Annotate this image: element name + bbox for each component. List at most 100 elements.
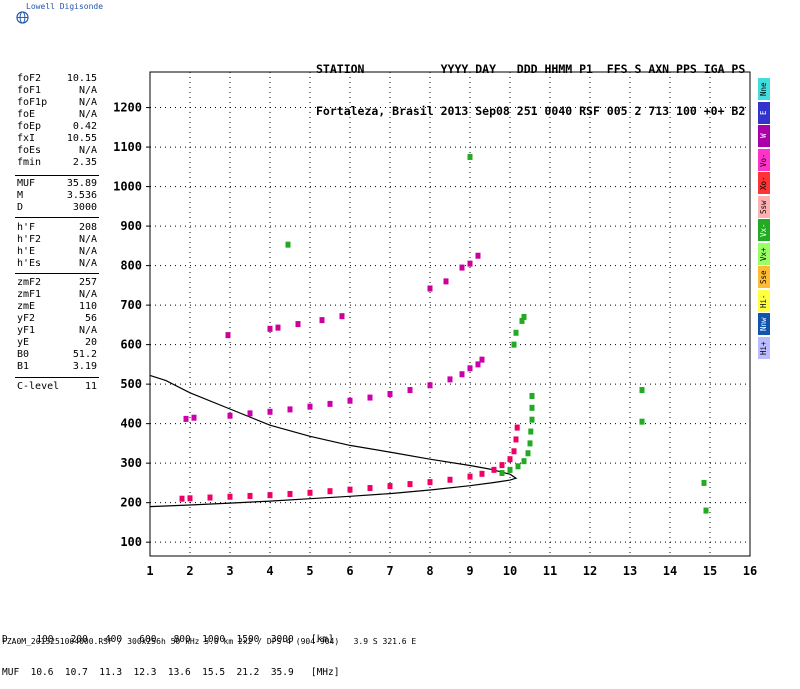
legend-nne: Nne xyxy=(758,78,770,100)
ionogram-chart: 1 2 3 4 5 6 7 8 9 10 11 12 13 14 15 1610020030040050060… xyxy=(113,71,757,578)
separator xyxy=(15,273,99,274)
echo-point xyxy=(387,483,393,490)
file-info-footer: FZA0M_2013251004000.RSF / 300x256h 50 kH… xyxy=(2,637,417,646)
muf-value-row: MUF 10.6 10.7 11.3 12.3 13.6 15.5 21.2 3… xyxy=(2,667,340,678)
param-row: h'F2 N/A xyxy=(17,234,97,246)
param-value: 3.536 xyxy=(66,190,97,201)
frequency-params: foF2 10.15 foF1 N/A foF1p N/A foE N/A foEp 0.42 fx… xyxy=(17,73,97,169)
echo-point xyxy=(179,495,185,502)
echo-point xyxy=(267,325,273,332)
echo-point xyxy=(387,391,393,398)
param-label: MUF xyxy=(17,178,36,189)
param-label: foF1 xyxy=(17,85,42,96)
param-value: N/A xyxy=(78,325,97,336)
legend-vo-: Vo- xyxy=(758,148,770,171)
echo-point xyxy=(267,492,273,499)
param-row: foEs N/A xyxy=(17,145,97,157)
echo-point xyxy=(467,260,473,267)
echo-point xyxy=(191,414,197,421)
echo-point xyxy=(427,479,433,486)
echo-point xyxy=(339,313,345,320)
echo-point xyxy=(701,479,707,486)
param-value: N/A xyxy=(78,246,97,257)
logo-text: Lowell Digisonde xyxy=(26,2,104,11)
y-tick-label: 300 xyxy=(120,456,142,470)
x-tick-label: 12 xyxy=(583,564,597,578)
echo-point xyxy=(447,476,453,483)
separator xyxy=(15,377,99,378)
echo-point xyxy=(511,448,517,455)
echo-point xyxy=(507,456,513,463)
param-value: 257 xyxy=(78,277,97,288)
echo-point xyxy=(327,488,333,495)
param-value: 51.2 xyxy=(72,349,97,360)
echo-point xyxy=(529,416,535,423)
profile-params: zmF2 257 zmF1 N/A zmE 110 yF2 56 yF1 N/A yE 20 B0 51.… xyxy=(17,277,97,373)
header-values: Fortaleza, Brasil 2013 Sep08 251 0040 RS… xyxy=(316,104,746,118)
echo-point xyxy=(285,241,291,248)
param-row: foF1 N/A xyxy=(17,85,97,97)
x-tick-label: 8 xyxy=(426,564,433,578)
echo-point xyxy=(459,264,465,271)
y-tick-label: 600 xyxy=(120,338,142,352)
echo-point xyxy=(529,392,535,399)
lowell-logo: Lowell Digisonde xyxy=(8,2,128,24)
y-tick-label: 1100 xyxy=(113,140,142,154)
separator xyxy=(15,175,99,176)
param-value: N/A xyxy=(78,85,97,96)
x-tick-label: 10 xyxy=(503,564,517,578)
param-row: fmin 2.35 xyxy=(17,157,97,169)
echo-point xyxy=(528,428,534,435)
y-tick-label: 200 xyxy=(120,496,142,510)
echo-point xyxy=(475,361,481,368)
echo-point xyxy=(499,462,505,469)
param-value: 56 xyxy=(84,313,97,324)
echo-point xyxy=(407,387,413,394)
echo-point xyxy=(519,317,525,324)
x-tick-label: 9 xyxy=(466,564,473,578)
echo-point xyxy=(327,400,333,407)
param-label: foF1p xyxy=(17,97,48,108)
param-value: N/A xyxy=(78,97,97,108)
param-value: 35.89 xyxy=(66,178,97,189)
param-value: 0.42 xyxy=(72,121,97,132)
legend-hi-: Hi+ xyxy=(758,336,770,359)
echo-point xyxy=(475,252,481,259)
echo-point xyxy=(287,406,293,413)
x-tick-label: 4 xyxy=(266,564,273,578)
globe-icon xyxy=(16,11,29,24)
echo-point xyxy=(183,415,189,422)
param-value: 208 xyxy=(78,222,97,233)
echo-point xyxy=(367,485,373,492)
plot-frame xyxy=(149,71,751,557)
echo-point xyxy=(447,376,453,383)
y-tick-label: 900 xyxy=(120,219,142,233)
echo-point xyxy=(407,481,413,488)
param-label: yF2 xyxy=(17,313,36,324)
echo-point xyxy=(459,371,465,378)
x-tick-label: 13 xyxy=(623,564,637,578)
param-label: foEp xyxy=(17,121,42,132)
x-tick-label: 11 xyxy=(543,564,557,578)
x-tick-label: 6 xyxy=(346,564,353,578)
electron-density-profile xyxy=(149,374,518,508)
legend-hi-: Hi- xyxy=(758,289,770,312)
muf-table: D 100 200 400 600 800 1000 1500 3000 [km… xyxy=(2,612,339,689)
echo-point xyxy=(247,492,253,499)
echo-point xyxy=(347,486,353,493)
param-row: yF2 56 xyxy=(17,313,97,325)
param-label: foEs xyxy=(17,145,42,156)
param-row: B1 3.19 xyxy=(17,361,97,373)
echo-point xyxy=(514,424,520,431)
echo-point xyxy=(515,463,521,470)
param-label: fmin xyxy=(17,157,42,168)
echo-point xyxy=(307,403,313,410)
param-value: 3.19 xyxy=(72,361,97,372)
echo-point xyxy=(427,382,433,389)
x-tick-label: 15 xyxy=(703,564,717,578)
echo-point xyxy=(225,332,231,339)
separator xyxy=(15,217,99,218)
param-value: 10.15 xyxy=(66,73,97,84)
param-row: yE 20 xyxy=(17,337,97,349)
param-row: yF1 N/A xyxy=(17,325,97,337)
